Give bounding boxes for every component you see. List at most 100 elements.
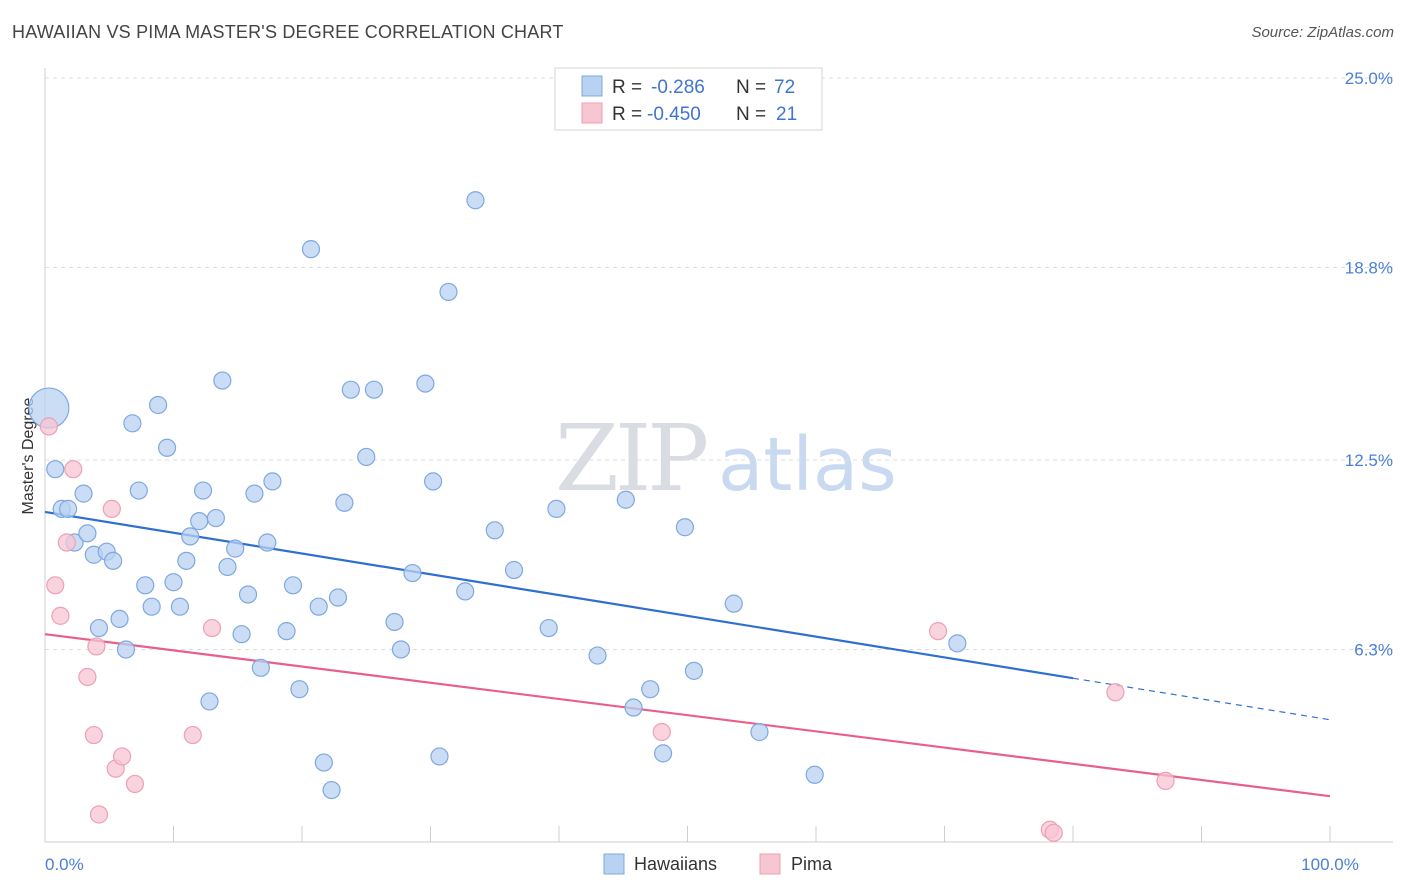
pima-point — [84, 725, 103, 745]
pima-trendline — [44, 633, 1331, 798]
legend-hawaiians-n-label: N = — [736, 77, 766, 98]
hawaiians-point — [290, 680, 309, 699]
hawaiians-point — [226, 539, 245, 558]
y-axis-label: Master's Degree — [20, 397, 37, 514]
pima-point — [112, 747, 132, 766]
pima-point — [87, 637, 106, 656]
pima-point — [78, 667, 97, 687]
hawaiians-point — [142, 597, 161, 616]
correlation-legend: R = -0.286 N = 72 R = -0.450 N = 21 — [554, 67, 823, 131]
pima-point — [51, 606, 70, 625]
hawaiians-point — [193, 481, 213, 500]
legend-pima-r-label: R = — [612, 104, 642, 125]
hawaiians-point — [206, 508, 226, 528]
bottom-legend-hawaiians-label: Hawaiians — [634, 854, 717, 874]
pima-point — [64, 460, 83, 479]
axes — [44, 68, 1393, 843]
pima-point — [57, 533, 76, 552]
pima-point — [1106, 683, 1125, 702]
y-tick-labels: 6.3% 12.5% 18.8% 25.0% — [1345, 69, 1393, 659]
x-tick-label: 0.0% — [45, 855, 84, 874]
hawaiians-point — [200, 692, 219, 711]
hawaiians-point — [675, 518, 695, 537]
hawaiians-point — [539, 618, 558, 638]
pima-point — [202, 618, 222, 638]
hawaiians-point — [724, 594, 743, 613]
hawaiians-point — [430, 747, 449, 766]
hawaiians-point — [805, 765, 824, 784]
pima-points — [39, 417, 1175, 842]
hawaiians-point — [624, 698, 643, 717]
hawaiians-point — [104, 551, 123, 570]
y-tick-label: 12.5% — [1345, 451, 1393, 470]
y-tick-label: 18.8% — [1345, 258, 1393, 277]
hawaiians-point — [74, 484, 93, 503]
hawaiians-point — [283, 576, 303, 595]
bottom-legend-pima-label: Pima — [791, 854, 833, 874]
hawaiians-point — [129, 481, 148, 500]
hawaiians-point — [309, 597, 328, 616]
legend-hawaiians-swatch — [581, 75, 603, 97]
hawaiians-point — [391, 640, 411, 659]
legend-hawaiians-n-value: 72 — [774, 77, 795, 98]
hawaiians-point — [190, 512, 209, 531]
hawaiians-point — [485, 521, 504, 540]
hawaiians-point — [136, 576, 155, 595]
hawaiians-point — [547, 499, 566, 518]
hawaiians-point — [341, 380, 360, 399]
y-tick-label: 25.0% — [1345, 69, 1393, 88]
hawaiians-trendline — [44, 510, 1074, 680]
legend-pima-n-value: 21 — [776, 104, 797, 125]
pima-point — [46, 576, 65, 595]
hawaiians-point — [157, 438, 177, 457]
hawaiians-point — [504, 560, 524, 580]
hawaiians-point — [750, 722, 769, 742]
y-tick-label: 6.3% — [1354, 640, 1393, 659]
legend-pima-n-label: N = — [736, 104, 766, 125]
hawaiians-points — [28, 191, 967, 800]
hawaiians-point — [181, 527, 200, 546]
hawaiians-point — [684, 661, 704, 680]
source-credit: Source: ZipAtlas.com — [1251, 24, 1394, 41]
legend-pima-r-value: -0.450 — [647, 104, 701, 125]
x-tick-labels: 0.0% 100.0% — [45, 855, 1359, 874]
hawaiians-point — [213, 371, 232, 390]
hawaiians-point — [439, 282, 458, 302]
hawaiians-point — [322, 780, 341, 800]
pima-point — [125, 774, 145, 794]
hawaiians-point — [123, 414, 142, 433]
pima-point — [1044, 823, 1063, 842]
hawaiians-point — [46, 460, 65, 479]
legend-pima-swatch — [581, 102, 603, 124]
hawaiians-point — [456, 582, 475, 601]
hawaiians-point — [588, 646, 607, 665]
pima-point — [928, 622, 948, 641]
hawaiians-point — [218, 557, 237, 577]
hawaiians-point — [466, 191, 485, 210]
hawaiians-point — [89, 618, 109, 638]
hawaiians-point — [335, 493, 354, 512]
hawaiians-point — [78, 524, 97, 543]
pima-point — [102, 499, 121, 518]
hawaiians-point — [110, 609, 129, 629]
grid-lines — [45, 77, 1393, 650]
hawaiians-point — [170, 597, 190, 616]
hawaiians-point — [258, 533, 277, 552]
hawaiians-point — [263, 472, 282, 491]
hawaiians-point — [416, 374, 435, 393]
hawaiians-point — [403, 563, 422, 583]
pima-point — [1156, 771, 1175, 790]
hawaiians-point — [357, 447, 376, 467]
hawaiians-point — [164, 573, 183, 592]
pima-point — [652, 722, 671, 742]
hawaiians-point — [251, 658, 270, 677]
hawaiians-point — [245, 484, 264, 503]
hawaiians-point — [328, 588, 348, 607]
hawaiians-point — [423, 472, 443, 491]
pima-point — [39, 417, 58, 436]
bottom-legend-pima-swatch — [759, 853, 781, 875]
pima-point — [183, 725, 202, 745]
hawaiians-point — [385, 612, 404, 632]
pima-point — [89, 805, 109, 824]
